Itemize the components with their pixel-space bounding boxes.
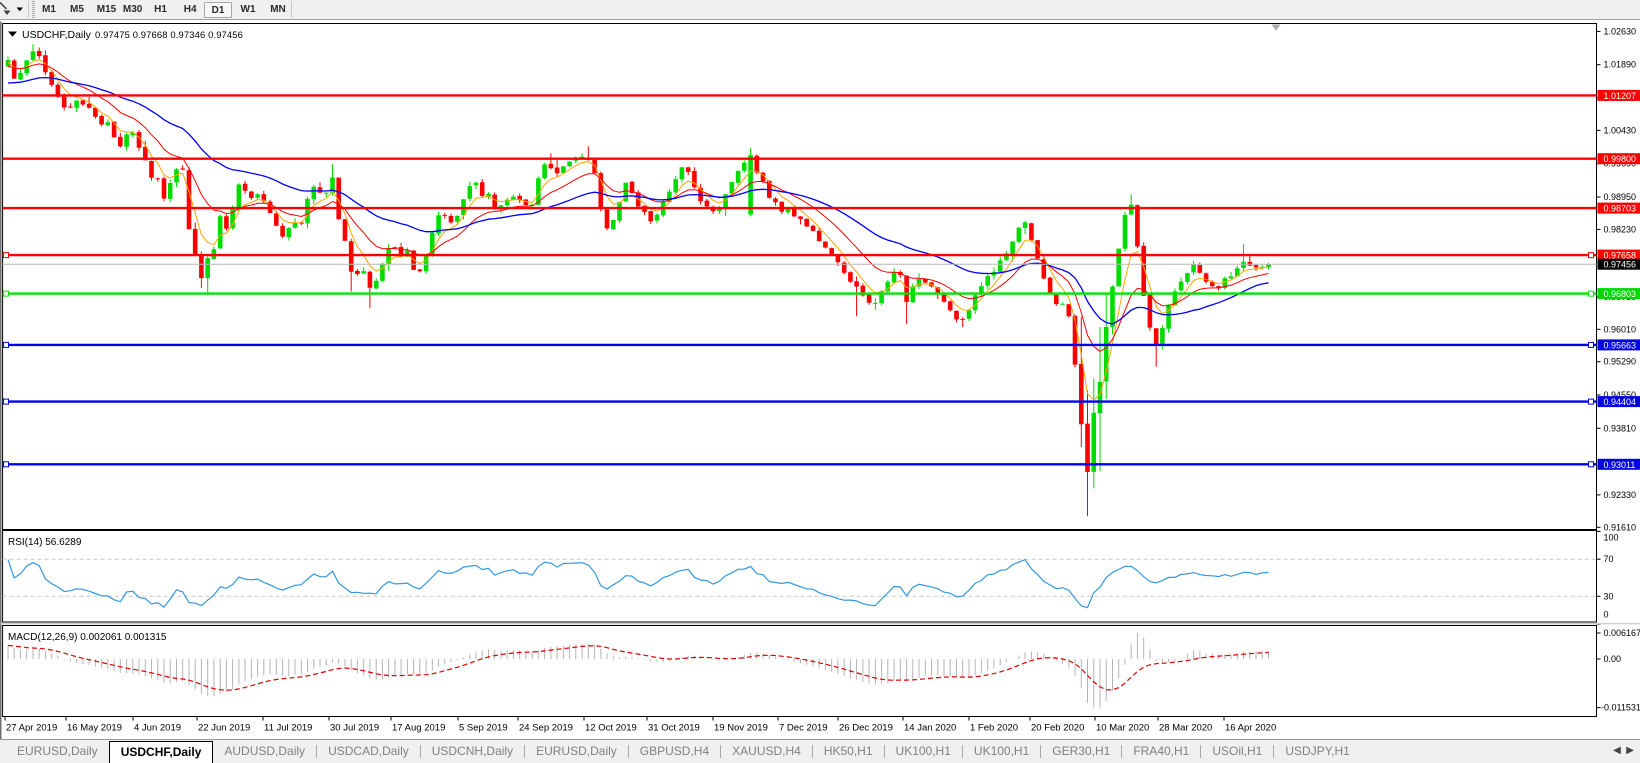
- svg-text:7 Dec 2019: 7 Dec 2019: [779, 723, 828, 734]
- svg-text:27 Apr 2019: 27 Apr 2019: [6, 723, 57, 734]
- svg-text:70: 70: [1604, 554, 1614, 564]
- svg-text:0.91610: 0.91610: [1604, 522, 1637, 532]
- svg-text:11 Jul 2019: 11 Jul 2019: [264, 723, 312, 734]
- svg-text:1.01207: 1.01207: [1604, 91, 1637, 101]
- svg-text:28 Mar 2020: 28 Mar 2020: [1159, 723, 1212, 734]
- svg-text:0.99800: 0.99800: [1604, 154, 1637, 164]
- svg-text:22 Jun 2019: 22 Jun 2019: [198, 723, 250, 734]
- svg-text:1.02630: 1.02630: [1604, 26, 1637, 36]
- svg-text:26 Dec 2019: 26 Dec 2019: [839, 723, 893, 734]
- svg-text:0.97658: 0.97658: [1604, 251, 1637, 261]
- svg-text:1.00430: 1.00430: [1604, 125, 1637, 135]
- svg-text:0: 0: [1604, 610, 1609, 620]
- svg-text:4 Jun 2019: 4 Jun 2019: [134, 723, 181, 734]
- svg-text:0.95663: 0.95663: [1604, 340, 1637, 350]
- svg-text:30 Jul 2019: 30 Jul 2019: [330, 723, 379, 734]
- svg-text:0.00: 0.00: [1604, 654, 1622, 664]
- svg-text:USDCHF,Daily: USDCHF,Daily: [22, 29, 92, 41]
- svg-text:30: 30: [1604, 591, 1614, 601]
- svg-text:24 Sep 2019: 24 Sep 2019: [519, 723, 573, 734]
- svg-text:1.01890: 1.01890: [1604, 60, 1637, 70]
- svg-text:0.96803: 0.96803: [1604, 289, 1637, 299]
- svg-text:0.98950: 0.98950: [1604, 192, 1637, 202]
- svg-text:RSI(14) 56.6289: RSI(14) 56.6289: [8, 537, 82, 548]
- svg-text:100: 100: [1604, 533, 1619, 543]
- svg-text:20 Feb 2020: 20 Feb 2020: [1031, 723, 1084, 734]
- svg-text:-0.011531: -0.011531: [1601, 703, 1640, 713]
- svg-text:MACD(12,26,9) 0.002061 0.00131: MACD(12,26,9) 0.002061 0.001315: [8, 632, 167, 643]
- svg-text:0.97456: 0.97456: [1604, 260, 1637, 270]
- svg-text:5 Sep 2019: 5 Sep 2019: [459, 723, 508, 734]
- svg-text:0.93810: 0.93810: [1604, 423, 1637, 433]
- svg-text:0.94550: 0.94550: [1604, 390, 1637, 400]
- svg-text:0.92330: 0.92330: [1604, 490, 1637, 500]
- svg-text:0.97475 0.97668 0.97346 0.9745: 0.97475 0.97668 0.97346 0.97456: [95, 29, 243, 40]
- svg-text:16 May 2019: 16 May 2019: [67, 723, 122, 734]
- svg-text:0.006167: 0.006167: [1604, 628, 1640, 638]
- svg-text:0.93011: 0.93011: [1604, 460, 1636, 470]
- svg-text:16 Apr 2020: 16 Apr 2020: [1225, 723, 1276, 734]
- svg-text:0.96010: 0.96010: [1604, 324, 1637, 334]
- svg-text:17 Aug 2019: 17 Aug 2019: [392, 723, 445, 734]
- svg-text:31 Oct 2019: 31 Oct 2019: [648, 723, 700, 734]
- svg-text:0.95290: 0.95290: [1604, 357, 1637, 367]
- svg-text:10 Mar 2020: 10 Mar 2020: [1096, 723, 1149, 734]
- svg-text:0.98703: 0.98703: [1604, 204, 1637, 214]
- svg-text:12 Oct 2019: 12 Oct 2019: [585, 723, 637, 734]
- svg-text:0.98230: 0.98230: [1604, 224, 1637, 234]
- svg-text:14 Jan 2020: 14 Jan 2020: [904, 723, 956, 734]
- svg-text:1 Feb 2020: 1 Feb 2020: [970, 723, 1018, 734]
- svg-text:0.94404: 0.94404: [1604, 397, 1637, 407]
- svg-text:19 Nov 2019: 19 Nov 2019: [714, 723, 768, 734]
